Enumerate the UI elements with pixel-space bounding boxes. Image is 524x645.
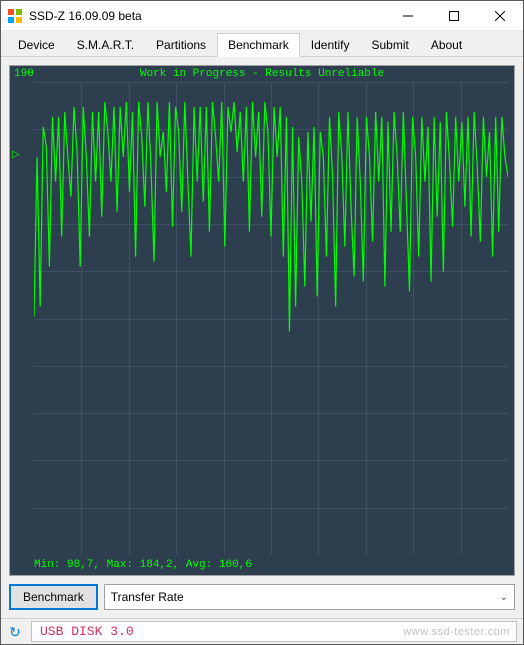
tab-s-m-a-r-t-[interactable]: S.M.A.R.T. xyxy=(66,33,145,56)
chart-avg-marker: ▷ xyxy=(12,151,20,159)
close-button[interactable] xyxy=(477,1,523,30)
benchmark-type-select[interactable]: Transfer Rate ⌄ xyxy=(104,584,515,610)
tab-partitions[interactable]: Partitions xyxy=(145,33,217,56)
statusbar: ↻ USB DISK 3.0 www.ssd-tester.com xyxy=(1,618,523,644)
app-window: SSD-Z 16.09.09 beta DeviceS.M.A.R.T.Part… xyxy=(0,0,524,645)
chart-title: Work in Progress - Results Unreliable xyxy=(10,68,514,80)
tab-content-benchmark: 190 Work in Progress - Results Unreliabl… xyxy=(1,57,523,618)
titlebar: SSD-Z 16.09.09 beta xyxy=(1,1,523,31)
tab-identify[interactable]: Identify xyxy=(300,33,361,56)
disk-label: USB DISK 3.0 www.ssd-tester.com xyxy=(31,621,517,642)
benchmark-controls: Benchmark Transfer Rate ⌄ xyxy=(9,584,515,610)
tab-bar: DeviceS.M.A.R.T.PartitionsBenchmarkIdent… xyxy=(1,31,523,57)
tab-about[interactable]: About xyxy=(420,33,473,56)
maximize-button[interactable] xyxy=(431,1,477,30)
window-controls xyxy=(385,1,523,30)
benchmark-button[interactable]: Benchmark xyxy=(9,584,98,610)
benchmark-chart: 190 Work in Progress - Results Unreliabl… xyxy=(9,65,515,576)
window-title: SSD-Z 16.09.09 beta xyxy=(29,9,385,23)
chart-line-svg xyxy=(34,82,508,556)
tab-device[interactable]: Device xyxy=(7,33,66,56)
tab-benchmark[interactable]: Benchmark xyxy=(217,33,300,57)
app-icon xyxy=(7,8,23,24)
disk-label-text: USB DISK 3.0 xyxy=(40,624,134,639)
minimize-button[interactable] xyxy=(385,1,431,30)
watermark: www.ssd-tester.com xyxy=(403,626,510,638)
chart-stats: Min: 98,7, Max: 184,2, Avg: 160,6 xyxy=(34,559,252,571)
chevron-down-icon: ⌄ xyxy=(500,592,508,603)
tab-submit[interactable]: Submit xyxy=(360,33,419,56)
refresh-icon[interactable]: ↻ xyxy=(7,624,23,640)
select-value: Transfer Rate xyxy=(111,590,184,604)
